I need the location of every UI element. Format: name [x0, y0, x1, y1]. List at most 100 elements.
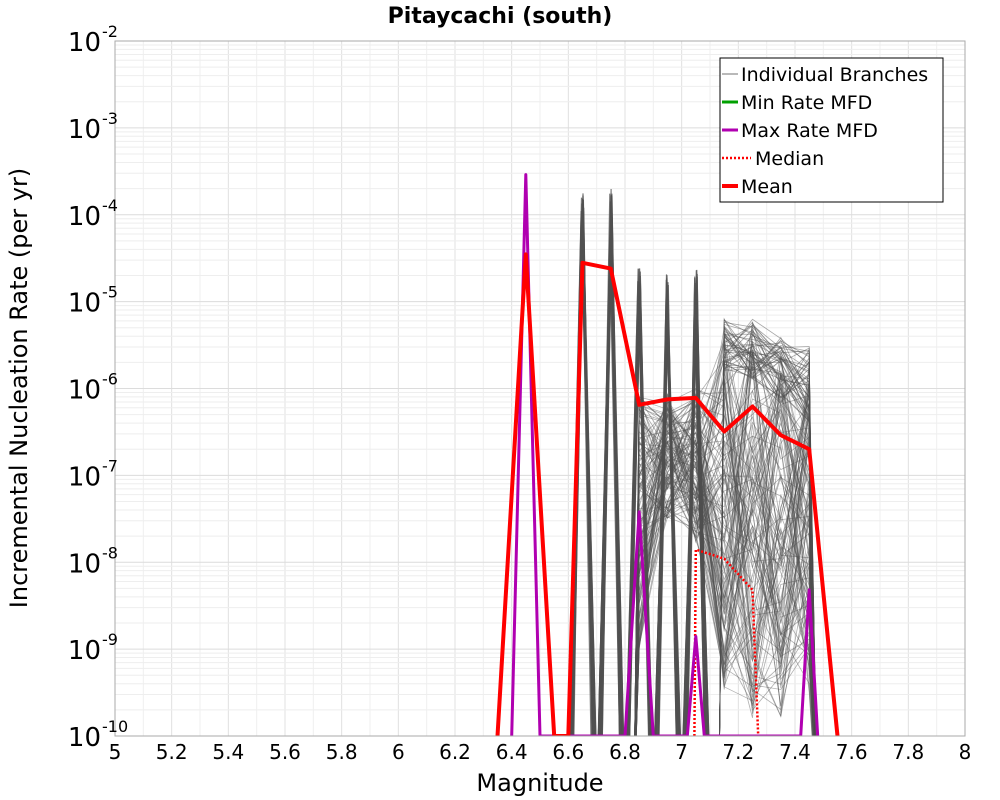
x-tick-label: 5.8 [326, 740, 358, 764]
x-tick-label: 7.2 [722, 740, 754, 764]
branch-line [635, 380, 817, 736]
x-tick-label: 5.4 [212, 740, 244, 764]
branch-line [635, 397, 816, 736]
x-tick-label: 7.6 [836, 740, 868, 764]
x-axis-label: Magnitude [476, 769, 603, 797]
legend-label: Individual Branches [741, 64, 928, 86]
x-tick-label: 6.2 [439, 740, 471, 764]
y-tick-label: 10 -5 [68, 283, 118, 319]
branch-line [634, 382, 817, 736]
branch-line [634, 348, 816, 736]
series-lines [495, 173, 840, 736]
branch-line [635, 415, 815, 736]
branch-line [634, 393, 816, 736]
branch-line [634, 321, 817, 736]
branch-line [634, 411, 816, 736]
y-tick-exponent: -4 [102, 196, 118, 215]
y-tick-label: 10 -9 [68, 630, 118, 666]
branch-line [634, 373, 817, 736]
legend-label: Mean [741, 176, 793, 198]
branch-line [634, 453, 814, 736]
branch-line [634, 413, 817, 736]
branch-line [634, 358, 816, 736]
series-line-mean [495, 252, 840, 736]
branch-line [634, 403, 817, 736]
branch-line [634, 404, 816, 736]
branch-line [634, 394, 813, 736]
y-tick-base: 10 [68, 376, 101, 406]
branch-line [685, 312, 706, 736]
x-axis-ticks: 5 5.2 5.4 5.6 5.8 6 6.2 6.4 6.6 6.8 7 7.2 7.4 7.6 7.8 8 [109, 740, 972, 764]
branch-line [634, 405, 816, 736]
branch-line [634, 326, 816, 736]
branch-line [634, 396, 814, 736]
branch-line [634, 440, 815, 736]
branch-line [634, 386, 816, 736]
branch-line [634, 370, 816, 736]
branch-line [634, 394, 817, 736]
x-tick-label: 6.6 [552, 740, 584, 764]
branch-line [635, 401, 815, 736]
branch-line [634, 422, 816, 736]
branch-line [634, 353, 815, 736]
y-tick-base: 10 [68, 549, 101, 579]
branch-line [657, 274, 678, 736]
branch-line [634, 440, 814, 736]
branch-line [634, 422, 816, 736]
branch-line [634, 330, 816, 736]
branch-line [635, 407, 817, 736]
branch-line [634, 422, 816, 736]
x-tick-label: 6 [392, 740, 405, 764]
branch-line [635, 382, 814, 736]
branch-line [634, 426, 814, 736]
y-tick-exponent: -10 [102, 717, 128, 736]
branch-line [635, 353, 816, 736]
x-tick-label: 7.8 [892, 740, 924, 764]
legend-label: Median [755, 148, 824, 170]
legend-label: Max Rate MFD [741, 120, 878, 142]
series-line-max-rate-mfd [510, 173, 820, 736]
branch-line [634, 334, 817, 736]
branch-line [684, 316, 707, 736]
branch-line [634, 352, 817, 736]
y-tick-base: 10 [68, 28, 101, 58]
branch-line [634, 365, 816, 736]
branch-line [635, 436, 817, 736]
grid [114, 41, 966, 737]
x-tick-label: 8 [959, 740, 972, 764]
branch-line [634, 401, 814, 736]
x-tick-label: 6.8 [609, 740, 641, 764]
y-axis-label: Incremental Nucleation Rate (per yr) [5, 168, 33, 608]
branch-line [634, 399, 817, 736]
branch-line [634, 406, 815, 736]
y-tick-exponent: -5 [102, 283, 118, 302]
branch-line [635, 450, 816, 736]
branch-line [635, 438, 815, 736]
branch-line [634, 431, 817, 736]
branch-line [634, 400, 817, 736]
branch-line [634, 397, 817, 736]
branch-line [634, 436, 815, 736]
branch-line [634, 398, 815, 736]
y-tick-base: 10 [68, 115, 101, 145]
branch-line [634, 416, 815, 736]
y-tick-exponent: -9 [102, 630, 118, 649]
branch-line [634, 402, 816, 736]
branch-line [634, 404, 815, 736]
x-tick-label: 5.6 [269, 740, 301, 764]
y-tick-label: 10 -4 [68, 196, 118, 232]
branch-line [634, 342, 817, 736]
branch-line [634, 341, 816, 736]
branch-line [634, 420, 817, 736]
branch-line [598, 225, 624, 736]
branch-line [634, 358, 815, 736]
branch-line [635, 322, 817, 736]
y-tick-base: 10 [68, 723, 101, 753]
branch-line [634, 384, 813, 736]
branch-line [719, 344, 815, 736]
y-tick-base: 10 [68, 636, 101, 666]
x-tick-label: 7.4 [779, 740, 811, 764]
branch-line [634, 358, 816, 736]
branch-line [634, 408, 816, 736]
